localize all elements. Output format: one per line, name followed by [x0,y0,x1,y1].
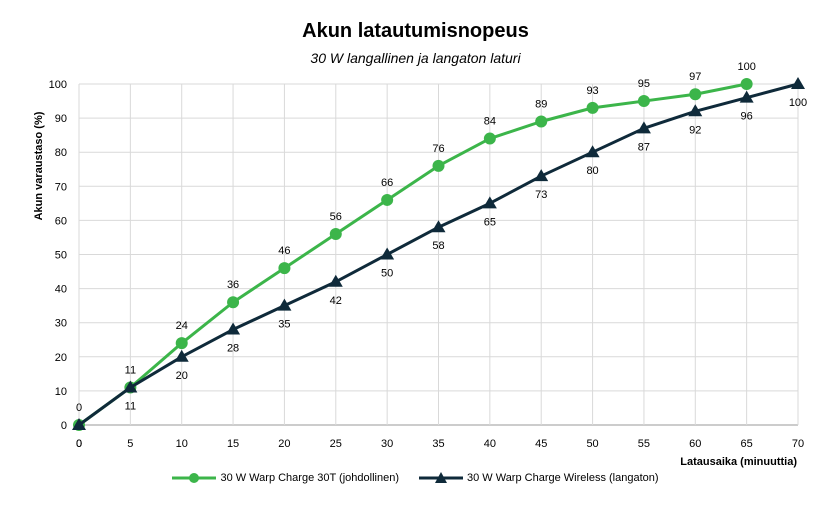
y-tick-label: 100 [49,79,67,91]
data-label: 84 [484,116,496,128]
data-label: 73 [535,189,547,201]
data-point [380,247,395,260]
y-tick-label: 70 [55,181,67,193]
data-point [227,296,240,309]
legend-marker-wired [172,473,217,483]
data-label: 97 [689,71,701,83]
data-point [381,193,394,206]
data-label: 28 [227,343,239,355]
data-point [174,349,189,362]
data-point [739,90,754,103]
legend-item-wired[interactable]: 30 W Warp Charge 30T (johdollinen) [172,472,399,484]
data-label: 24 [176,320,188,332]
data-label: 0 [76,402,82,414]
data-label: 46 [278,245,290,257]
legend-item-wireless[interactable]: 30 W Warp Charge Wireless (langaton) [418,472,659,484]
x-tick-label: 60 [689,438,701,450]
data-label: 66 [381,177,393,189]
data-label: 92 [689,124,701,136]
data-point [329,228,342,241]
data-point [431,220,446,233]
x-tick-label: 25 [330,438,342,450]
data-point [535,115,548,128]
data-point [482,196,497,209]
data-point [123,380,138,393]
x-axis-label: Latausaika (minuuttia) [680,456,797,468]
x-tick-label: 5 [127,438,133,450]
chart-title: Akun latautumisnopeus [302,20,529,42]
legend-marker-wireless [418,472,463,483]
y-tick-label: 50 [55,250,67,262]
data-label: 58 [432,240,444,252]
y-tick-label: 10 [55,386,67,398]
data-point [483,132,496,145]
data-label: 80 [586,165,598,177]
y-tick-label: 60 [55,215,67,227]
data-point [689,88,702,101]
series-line [78,82,747,427]
data-point [277,298,292,311]
data-label: 35 [278,319,290,331]
data-label: 42 [330,295,342,307]
x-tick-label: 15 [227,438,239,450]
chart-subtitle: 30 W langallinen ja langaton laturi [310,50,521,66]
data-label: 56 [330,211,342,223]
x-tick-label: 55 [638,438,650,450]
data-point [226,322,241,335]
data-label: 87 [638,141,650,153]
data-point [432,159,445,172]
x-tick-label: 40 [484,438,496,450]
x-tick-label: 35 [432,438,444,450]
data-label: 50 [381,268,393,280]
data-point [688,104,703,117]
data-point [740,78,753,90]
data-label: 65 [484,216,496,228]
x-tick-label: 30 [381,438,393,450]
data-point [636,121,651,134]
data-point [72,418,86,430]
x-tick-label: 50 [586,438,598,450]
x-tick-label: 65 [741,438,753,450]
data-point [586,101,599,114]
data-label: 100 [789,97,807,109]
data-label: 96 [741,111,753,123]
y-tick-label: 80 [55,147,67,159]
data-label: 0 [76,438,82,450]
data-point [175,337,188,350]
x-tick-label: 10 [176,438,188,450]
x-tick-label: 20 [278,438,290,450]
x-tick-label: 70 [792,438,804,450]
data-label: 20 [176,370,188,382]
y-tick-label: 40 [55,284,67,296]
data-label: 36 [227,279,239,291]
data-point [278,262,291,275]
x-tick-label: 45 [535,438,547,450]
data-label: 11 [125,400,136,412]
legend-label-wireless: 30 W Warp Charge Wireless (langaton) [466,472,659,484]
data-label: 76 [432,143,444,155]
data-point [534,169,549,182]
data-point [637,95,650,108]
y-tick-label: 20 [55,352,67,364]
data-point [328,274,343,287]
data-point [585,145,600,158]
y-tick-label: 0 [61,420,67,432]
legend-label-wired: 30 W Warp Charge 30T (johdollinen) [220,472,399,484]
data-label: 100 [737,61,755,73]
data-label: 89 [535,99,547,111]
data-point [791,77,805,89]
x-tick-label: 0 [76,438,82,450]
data-label: 93 [586,85,598,97]
y-tick-label: 30 [55,318,67,330]
data-label: 11 [125,364,136,376]
legend: 30 W Warp Charge 30T (johdollinen) 30 W … [0,472,831,484]
y-tick-label: 90 [55,113,67,125]
data-label: 95 [638,78,650,90]
